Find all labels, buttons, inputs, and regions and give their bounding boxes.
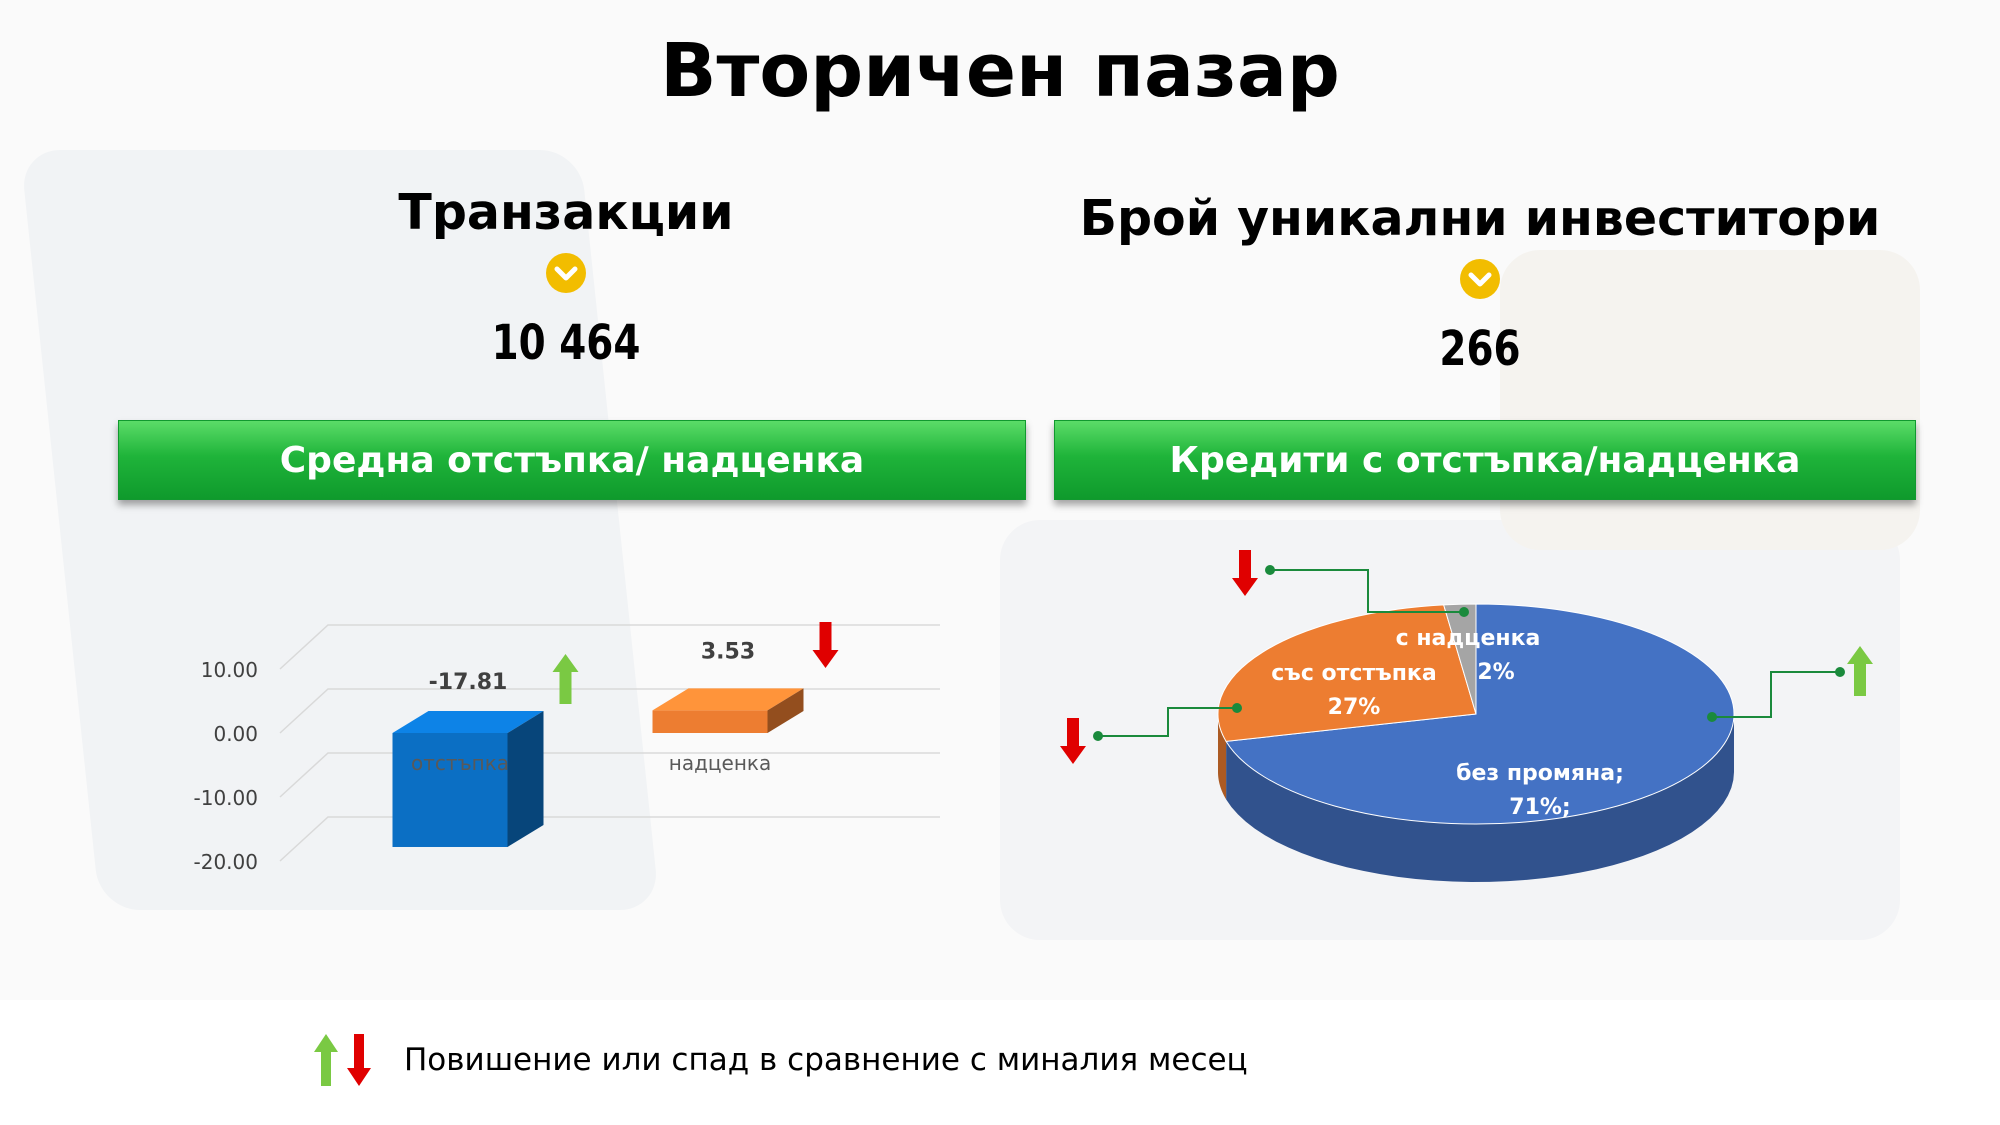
- chevron-down-icon: [546, 253, 586, 293]
- pie-slice-label: със отстъпка: [1271, 661, 1436, 686]
- banner-loans-discount-label: Кредити с отстъпка/надценка: [1169, 439, 1801, 481]
- arrow-up-icon: [1847, 646, 1873, 696]
- legend: Повишение или спад в сравнение с миналия…: [312, 1030, 1248, 1090]
- pie-slice-side: [1226, 714, 1734, 882]
- banner-loans-discount: Кредити с отстъпка/надценка: [1054, 420, 1916, 500]
- leader-dot: [1459, 607, 1469, 617]
- y-tick-label: -20.00: [194, 850, 258, 874]
- up-down-arrows-icon: [314, 1034, 371, 1086]
- pie-slice-label: с надценка: [1396, 626, 1541, 651]
- pie-slice-pct: 2%: [1477, 660, 1514, 685]
- bar-data-label: 3.53: [701, 639, 755, 664]
- leader-dot: [1093, 731, 1103, 741]
- arrow-down-icon: [812, 622, 839, 668]
- x-category-label: надценка: [669, 751, 772, 775]
- pie-slice-side: [1218, 714, 1227, 800]
- pie-slice-top: [1217, 604, 1477, 742]
- bar-data-label: -17.81: [429, 670, 508, 695]
- bar-chart: 10.00 0.00 -10.00 -20.00 -17.81 отстъпка 3.53 н…: [194, 622, 940, 874]
- bar-front: [392, 733, 508, 847]
- y-tick-label: 0.00: [213, 722, 258, 746]
- leader-line: [1712, 671, 1840, 718]
- gridline: [279, 816, 940, 862]
- bar-top: [392, 711, 544, 733]
- legend-text: Повишение или спад в сравнение с миналия…: [404, 1042, 1248, 1078]
- pie-slice-pct: 27%: [1328, 695, 1381, 720]
- bar-top: [652, 688, 804, 711]
- bar-отстъпка: [392, 711, 544, 847]
- arrow-down-icon: [1060, 718, 1086, 764]
- bar-side: [767, 688, 804, 733]
- x-category-label: отстъпка: [411, 751, 509, 775]
- kpi-transactions-value: 10 464: [491, 315, 641, 371]
- pie-slice-top: [1225, 603, 1735, 825]
- kpi-transactions-label: Транзакции: [398, 184, 734, 241]
- kpi-transactions: Транзакции 10 464: [316, 184, 816, 371]
- banner-average-discount: Средна отстъпка/ надценка: [118, 420, 1026, 500]
- kpi-investors-label: Брой уникални инвеститори: [1079, 190, 1881, 247]
- arrow-up-icon: [552, 654, 579, 704]
- y-tick-label: 10.00: [201, 658, 258, 682]
- page-title: Вторичен пазар: [660, 28, 1340, 114]
- kpi-investors-value: 266: [1439, 321, 1521, 377]
- kpi-investors: Брой уникални инвеститори 266: [1040, 190, 1920, 377]
- gridline: [279, 624, 940, 670]
- pie-chart: без промяна; 71%; със отстъпка 27% с надценк…: [1060, 550, 1873, 882]
- gridline: [279, 688, 940, 734]
- leader-dot: [1232, 703, 1242, 713]
- chevron-down-icon: [1460, 259, 1500, 299]
- bar-side: [507, 711, 544, 847]
- leader-dot: [1707, 712, 1717, 722]
- leader-line: [1098, 707, 1237, 737]
- banner-average-discount-label: Средна отстъпка/ надценка: [279, 439, 865, 481]
- pie-slice-pct: 71%;: [1509, 795, 1570, 820]
- pie-slice-top: [1443, 603, 1477, 715]
- leader-line: [1270, 569, 1464, 613]
- leader-dot: [1835, 667, 1845, 677]
- y-tick-label: -10.00: [194, 786, 258, 810]
- pie-slice-label: без промяна;: [1456, 761, 1624, 786]
- bar-надценка: [652, 688, 804, 733]
- gridline: [279, 752, 940, 798]
- bar-front: [652, 710, 768, 733]
- arrow-down-icon: [1232, 550, 1258, 596]
- leader-dot: [1265, 565, 1275, 575]
